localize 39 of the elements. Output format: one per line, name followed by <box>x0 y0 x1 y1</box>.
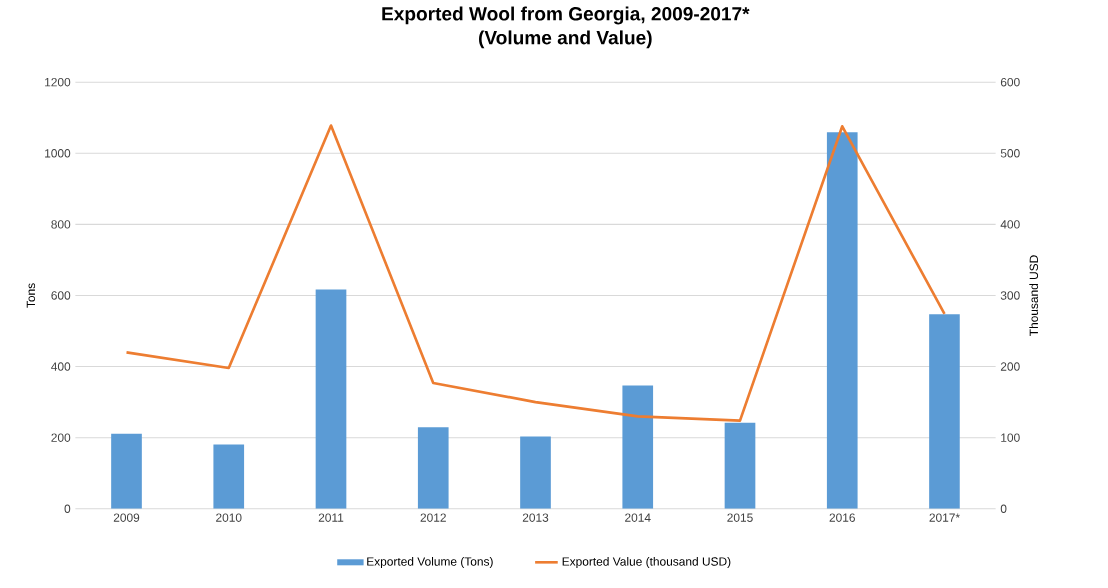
y2-tick-label: 300 <box>1000 291 1020 300</box>
chart-subtitle: (Volume and Value) <box>479 30 652 49</box>
x-tick-label: 2011 <box>318 513 344 522</box>
y2-tick-label: 100 <box>1001 433 1020 442</box>
y2-axis-title: Thousand USD <box>1029 255 1039 337</box>
y-tick-label: 400 <box>51 362 71 371</box>
y-axis-title: Tons <box>26 283 36 308</box>
y-tick-label: 1000 <box>45 149 71 158</box>
y-tick-label: 800 <box>51 220 71 229</box>
bar <box>213 444 245 509</box>
y2-tick-label: 400 <box>1000 220 1020 229</box>
x-tick-label: 2012 <box>420 513 446 522</box>
bar <box>724 422 756 509</box>
y2-tick-label: 500 <box>1000 149 1020 158</box>
line-series <box>125 124 946 422</box>
y2-tick-label: 200 <box>1000 362 1020 371</box>
bar <box>417 427 449 509</box>
y-tick-label: 1200 <box>45 78 71 87</box>
x-tick-label: 2014 <box>625 513 651 522</box>
y2-tick-label: 0 <box>1000 504 1007 514</box>
bar <box>315 289 347 509</box>
legend-label: Exported Value (thousand USD) <box>562 557 731 569</box>
x-tick-label: 2017* <box>929 513 960 522</box>
legend-label: Exported Volume (Tons) <box>367 557 493 569</box>
x-tick-label: 2009 <box>113 513 140 522</box>
bar <box>622 385 654 509</box>
bar <box>520 436 551 509</box>
x-tick-label: 2016 <box>829 513 855 522</box>
y-tick-label: 0 <box>64 504 71 514</box>
y-tick-label: 600 <box>51 291 71 300</box>
x-tick-label: 2013 <box>522 513 549 522</box>
x-tick-label: 2015 <box>727 513 753 522</box>
bar <box>826 132 858 509</box>
bar <box>929 314 960 509</box>
bar <box>111 433 142 509</box>
y2-tick-label: 600 <box>1000 78 1020 87</box>
y-tick-label: 200 <box>51 433 71 442</box>
x-tick-label: 2010 <box>216 513 242 522</box>
chart-title: Exported Wool from Georgia, 2009-2017* <box>382 6 750 25</box>
